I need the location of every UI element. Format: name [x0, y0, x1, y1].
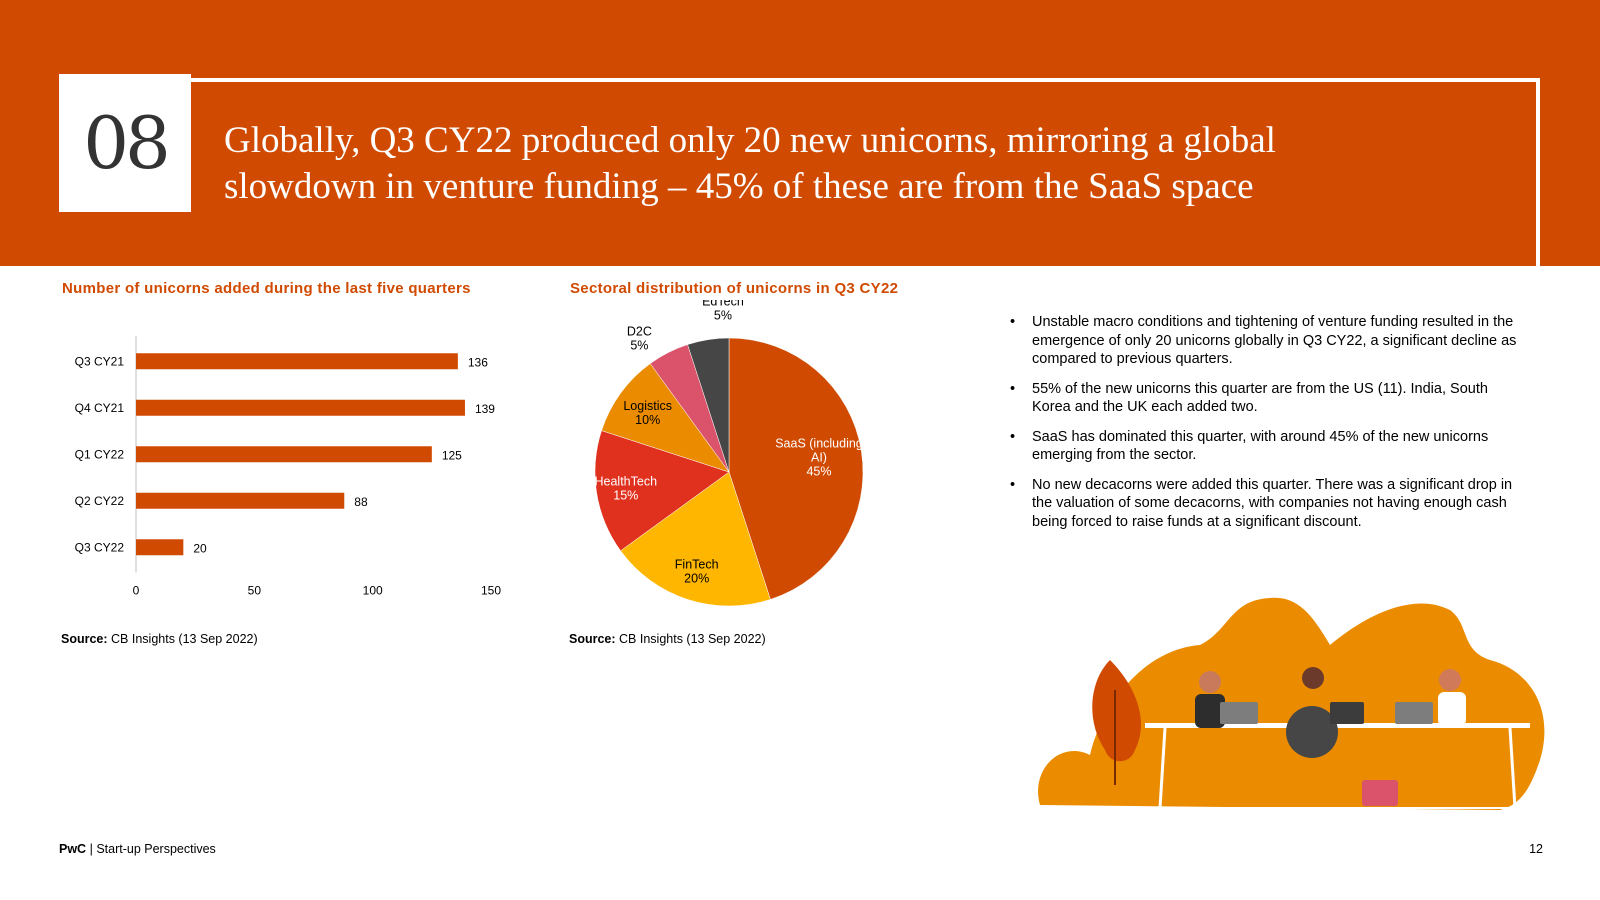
person-right-head: [1439, 669, 1461, 691]
x-tick-label: 0: [133, 584, 140, 598]
pie-slice-label: D2C 5%: [627, 324, 652, 352]
bar-value-label: 125: [442, 448, 462, 462]
bar-chart-source: Source: CB Insights (13 Sep 2022): [61, 632, 258, 646]
bullet-item: SaaS has dominated this quarter, with ar…: [1008, 428, 1528, 465]
pie-chart: SaaS (including AI) 45% FinTech 20% HealthTec…: [594, 300, 864, 607]
bar-source-label: Source:: [61, 632, 108, 646]
page-number: 12: [1529, 842, 1543, 856]
banner-rule-horizontal: [190, 78, 1540, 82]
laptop-left: [1220, 702, 1258, 724]
bag: [1362, 780, 1398, 806]
title-banner: [0, 0, 1600, 266]
bullet-item: Unstable macro conditions and tightening…: [1008, 313, 1528, 369]
section-number: 08: [83, 101, 171, 185]
footer-separator: |: [89, 842, 93, 856]
person-middle-head: [1302, 667, 1324, 689]
bar-source-text: CB Insights (13 Sep 2022): [111, 632, 258, 646]
bar-value-label: 88: [354, 495, 368, 509]
bar-value-label: 136: [468, 355, 488, 369]
pie-slice-label: HealthTech 15%: [594, 474, 657, 502]
bullet-item: No new decacorns were added this quarter…: [1008, 476, 1528, 532]
pie-slice: [620, 471, 771, 607]
plant-leaf: [1092, 660, 1141, 762]
section-number-box: 08: [59, 74, 191, 212]
footer-brand: PwC: [59, 842, 87, 856]
bar-category-label: Q1 CY22: [75, 447, 125, 461]
bar: [136, 446, 432, 463]
pie-slice-label: Logistics 10%: [623, 399, 672, 427]
bar-value-label: 139: [475, 402, 495, 416]
laptop-middle: [1330, 702, 1364, 724]
laptop-right: [1395, 702, 1433, 724]
team-working-illustration: [1038, 597, 1545, 810]
x-tick-label: 100: [363, 584, 383, 598]
person-right-body: [1438, 692, 1466, 726]
bar: [136, 399, 465, 416]
bar-category-label: Q3 CY22: [75, 540, 125, 554]
bar-category-label: Q2 CY22: [75, 494, 125, 508]
desk-top: [1145, 723, 1530, 728]
pie-chart-title: Sectoral distribution of unicorns in Q3 …: [570, 280, 899, 297]
person-left-head: [1199, 671, 1221, 693]
pie-slice-label: SaaS (including AI) 45%: [775, 437, 863, 479]
pie-source-label: Source:: [569, 632, 616, 646]
pie-source-text: CB Insights (13 Sep 2022): [619, 632, 766, 646]
bar-category-label: Q3 CY21: [75, 354, 125, 368]
pie-chart-source: Source: CB Insights (13 Sep 2022): [569, 632, 766, 646]
pie-slice-label: FinTech 20%: [675, 557, 719, 585]
bar-category-label: Q4 CY21: [75, 401, 125, 415]
x-tick-label: 150: [481, 584, 501, 598]
round-chair: [1286, 706, 1338, 758]
bar: [136, 492, 345, 509]
key-points-list: Unstable macro conditions and tightening…: [1008, 313, 1528, 542]
bar: [136, 539, 184, 556]
banner-rule-vertical: [1536, 78, 1540, 266]
pie-slice: [594, 430, 730, 552]
bar-value-label: 20: [193, 541, 207, 555]
slide-title: Globally, Q3 CY22 produced only 20 new u…: [224, 120, 1276, 207]
bar-chart: Q3 CY21 136 Q4 CY21 139 Q1 CY22 125 Q2 CY22 88 Q…: [75, 336, 501, 598]
pie-slice-label: EdTech 5%: [702, 300, 744, 323]
bar-chart-title: Number of unicorns added during the last…: [62, 280, 471, 297]
bullet-item: 55% of the new unicorns this quarter are…: [1008, 380, 1528, 417]
footer-text: Start-up Perspectives: [96, 842, 216, 856]
pie-slice: [728, 337, 864, 600]
pie-slice: [687, 337, 730, 473]
person-left-body: [1195, 694, 1225, 728]
footer: PwC | Start-up Perspectives: [59, 842, 216, 856]
pie-slice: [601, 363, 730, 473]
x-tick-label: 50: [248, 584, 262, 598]
bar: [136, 353, 458, 370]
